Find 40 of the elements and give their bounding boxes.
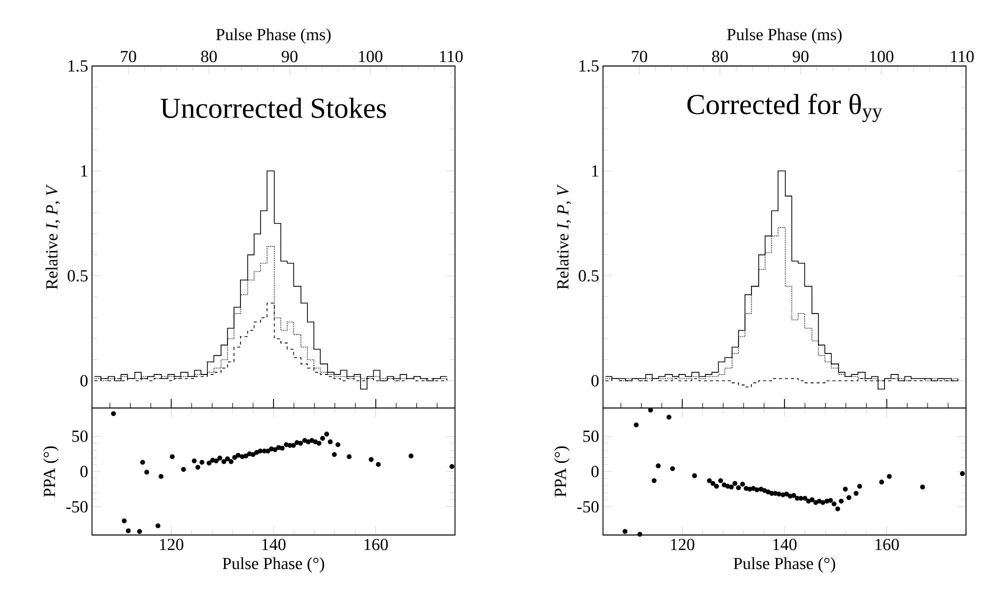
y-axis-title: PPA (°) — [43, 446, 59, 497]
y-tick-label: 0 — [80, 375, 88, 386]
y-tick-label: 1.5 — [580, 60, 599, 72]
x-tick-label: 80 — [712, 50, 728, 62]
y-axis-title: Relative I, P, V — [556, 184, 571, 290]
y-tick-label: 0.5 — [578, 270, 599, 282]
x-tick-label: 120 — [671, 538, 694, 550]
y-tick-label: -50 — [66, 501, 88, 512]
y-tick-label: 50 — [72, 430, 88, 442]
x-axis-title: Pulse Phase (ms) — [216, 28, 331, 44]
y-axis-title: PPA (°) — [554, 446, 570, 497]
x-tick-label: 120 — [160, 538, 184, 550]
y-tick-label: 0 — [591, 375, 599, 386]
x-tick-label: 110 — [951, 50, 974, 62]
x-tick-label: 70 — [120, 50, 136, 62]
x-tick-label: 140 — [262, 538, 286, 550]
y-tick-label: 0 — [80, 466, 88, 478]
y-tick-label: 1 — [81, 165, 88, 176]
x-tick-label: 140 — [773, 538, 797, 550]
y-tick-label: 0.5 — [68, 270, 88, 282]
y-tick-label: 0 — [591, 466, 599, 478]
text: Uncorrected Stokes — [160, 98, 386, 118]
x-tick-label: 100 — [359, 50, 382, 62]
x-tick-label: 70 — [632, 50, 648, 62]
x-tick-label: 90 — [282, 50, 298, 62]
y-tick-label: 1 — [592, 165, 598, 176]
y-tick-label: 1.5 — [68, 60, 88, 72]
text: Corrected for θ$_{yy}$ — [687, 94, 882, 122]
x-axis-title: Pulse Phase (°) — [222, 557, 324, 573]
y-tick-label: 50 — [583, 430, 599, 442]
x-tick-label: 110 — [440, 50, 463, 62]
x-axis-title: Pulse Phase (°) — [734, 557, 836, 573]
x-tick-label: 80 — [201, 50, 217, 62]
x-tick-label: 160 — [364, 538, 388, 550]
y-axis-title: Relative I, P, V — [46, 184, 60, 290]
x-tick-label: 100 — [870, 50, 894, 62]
x-tick-label: 160 — [876, 538, 899, 550]
x-tick-label: 90 — [792, 50, 808, 62]
y-tick-label: -50 — [577, 501, 599, 512]
x-axis-title: Pulse Phase (ms) — [727, 28, 842, 44]
